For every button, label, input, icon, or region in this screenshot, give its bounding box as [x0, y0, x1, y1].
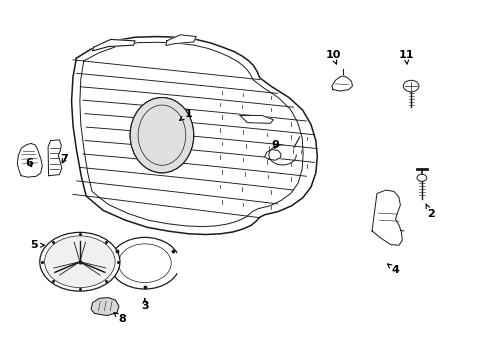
- Circle shape: [403, 80, 419, 92]
- Polygon shape: [265, 149, 281, 160]
- Polygon shape: [17, 143, 42, 177]
- Polygon shape: [166, 35, 196, 45]
- Text: 7: 7: [60, 154, 68, 164]
- Text: 4: 4: [388, 264, 399, 275]
- Polygon shape: [91, 298, 119, 316]
- Circle shape: [45, 236, 115, 288]
- Text: 2: 2: [426, 204, 435, 219]
- Text: 5: 5: [30, 240, 45, 250]
- Circle shape: [40, 232, 120, 291]
- Polygon shape: [372, 190, 402, 245]
- Polygon shape: [48, 140, 62, 176]
- Ellipse shape: [130, 98, 194, 173]
- Ellipse shape: [130, 98, 194, 173]
- Circle shape: [417, 174, 427, 181]
- Text: 1: 1: [180, 109, 193, 120]
- Text: 3: 3: [141, 298, 148, 311]
- Text: 10: 10: [325, 50, 341, 64]
- Circle shape: [110, 237, 180, 289]
- Text: 8: 8: [114, 313, 126, 324]
- Text: 6: 6: [25, 158, 33, 168]
- Polygon shape: [240, 116, 273, 123]
- Polygon shape: [93, 40, 135, 51]
- Polygon shape: [72, 37, 318, 234]
- Text: 9: 9: [271, 140, 279, 150]
- Text: 11: 11: [398, 50, 414, 64]
- Polygon shape: [332, 76, 352, 91]
